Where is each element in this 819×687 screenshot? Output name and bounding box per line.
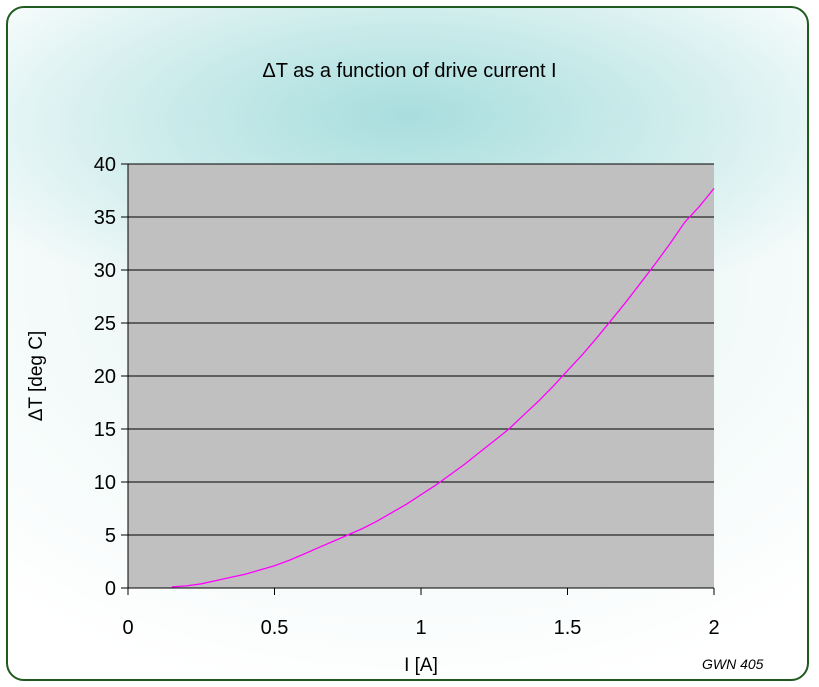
gridlines <box>121 163 715 595</box>
y-axis-label: ΔT [deg C] <box>26 331 47 422</box>
series-group <box>171 187 715 588</box>
x-tick-label: 1 <box>415 617 426 639</box>
y-tick-label: 25 <box>94 313 116 335</box>
x-tick-labels: 0 0.5 1 1.5 2 <box>122 617 719 639</box>
x-tick-label: 0 <box>122 617 133 639</box>
x-tick-label: 1.5 <box>554 617 582 639</box>
y-tick-label: 35 <box>94 207 116 229</box>
y-tick-label: 0 <box>105 578 116 600</box>
y-tick-label: 15 <box>94 419 116 441</box>
x-axis-label: I [A] <box>404 655 438 676</box>
y-tick-label: 30 <box>94 260 116 282</box>
y-tick-label: 5 <box>105 525 116 547</box>
credit-label: GWN 405 <box>702 656 764 672</box>
series-line <box>171 187 715 588</box>
axes <box>127 164 714 589</box>
y-tick-labels: 0 5 10 15 20 25 30 35 40 <box>94 154 116 600</box>
chart-title: ΔT as a function of drive current I <box>262 60 557 82</box>
x-tick-label: 2 <box>708 617 719 639</box>
x-tick-label: 0.5 <box>261 617 289 639</box>
y-tick-label: 20 <box>94 366 116 388</box>
y-tick-label: 10 <box>94 472 116 494</box>
y-tick-label: 40 <box>94 154 116 176</box>
